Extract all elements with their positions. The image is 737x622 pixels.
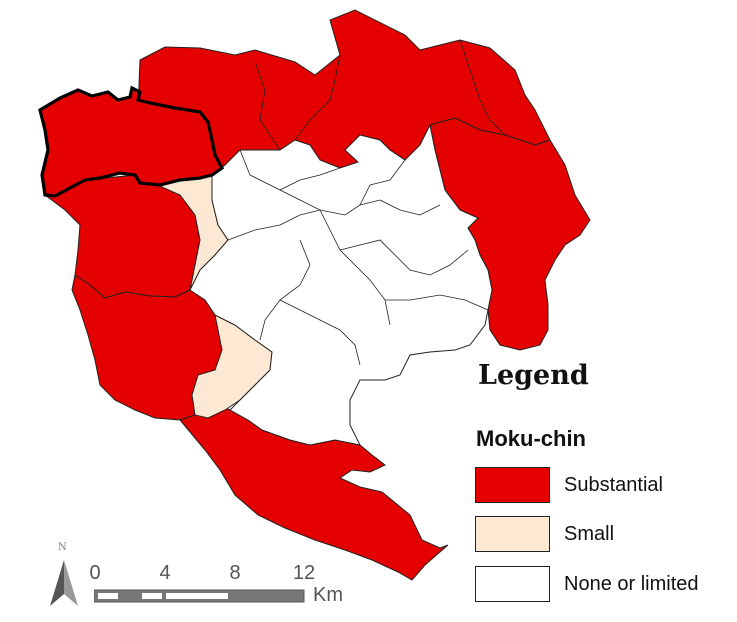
swatch-small (475, 516, 550, 552)
ward-highlighted-northwest (38, 85, 225, 198)
legend-title: Legend (478, 360, 589, 391)
scale-tick: 0 (89, 562, 101, 584)
north-label: N (58, 542, 67, 553)
legend-label: Small (564, 522, 615, 545)
legend-item-none: None or limited (475, 565, 699, 603)
swatch-none (475, 566, 550, 602)
north-arrow-icon (50, 560, 78, 606)
legend-label: None or limited (564, 572, 699, 595)
scale-bar (94, 589, 305, 603)
scale-tick: 4 (159, 562, 171, 584)
ward-central-none (189, 123, 493, 446)
scale-tick: 8 (229, 562, 241, 584)
ward-boundaries (227, 39, 506, 366)
legend-subtitle: Moku-chin (476, 426, 586, 451)
scale-tick: 12 (292, 562, 316, 584)
legend-item-small: Small (475, 515, 614, 553)
legend-label: Substantial (564, 473, 663, 496)
scale-unit: Km (313, 584, 343, 606)
legend-item-substantial: Substantial (475, 466, 663, 504)
swatch-substantial (475, 467, 550, 503)
